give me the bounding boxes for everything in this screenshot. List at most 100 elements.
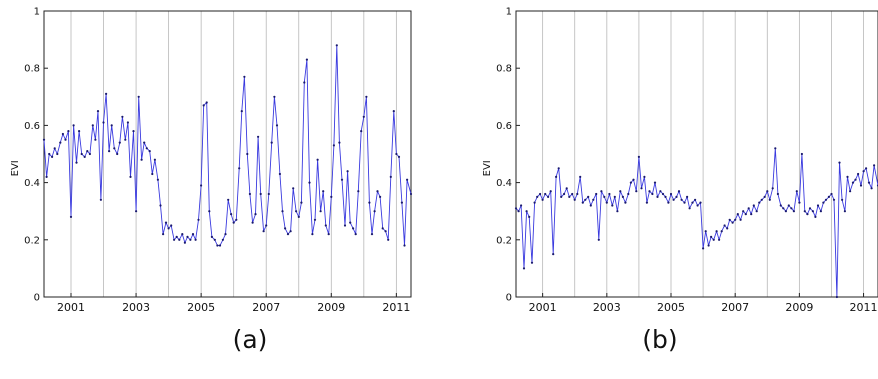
- data-point: [208, 210, 211, 213]
- data-point: [811, 210, 815, 213]
- data-point: [53, 147, 56, 150]
- data-point: [313, 218, 317, 221]
- data-point: [175, 235, 178, 238]
- data-point: [381, 227, 384, 230]
- y-tick-label: 0: [506, 293, 512, 304]
- data-point: [403, 244, 406, 247]
- data-point: [766, 190, 769, 193]
- data-point: [262, 230, 265, 233]
- data-point: [354, 233, 357, 236]
- data-point: [720, 230, 723, 233]
- data-point: [267, 192, 270, 196]
- data-point: [292, 187, 295, 190]
- data-point: [360, 130, 363, 133]
- data-point: [105, 92, 108, 95]
- x-tick-label: 2009: [785, 301, 813, 314]
- data-point: [311, 233, 314, 236]
- data-point: [841, 198, 844, 201]
- data-point: [595, 192, 598, 196]
- data-point: [750, 213, 753, 216]
- data-point: [629, 181, 633, 184]
- data-point: [145, 147, 148, 150]
- data-point: [536, 195, 539, 198]
- data-point: [235, 218, 238, 221]
- data-point: [108, 150, 111, 153]
- data-point: [173, 238, 176, 241]
- data-point: [835, 295, 839, 299]
- data-point: [86, 150, 89, 153]
- data-point: [808, 207, 812, 210]
- data-point: [72, 124, 75, 127]
- data-point: [568, 195, 571, 198]
- data-point: [645, 201, 649, 204]
- data-point: [653, 181, 657, 184]
- data-point: [677, 190, 681, 193]
- data-point: [627, 192, 630, 196]
- data-point: [533, 201, 536, 204]
- data-point: [162, 233, 165, 236]
- data-point: [651, 192, 654, 196]
- y-tick-label: 0.8: [24, 64, 40, 75]
- data-point: [592, 198, 595, 201]
- data-point: [846, 175, 849, 178]
- data-point: [790, 207, 793, 210]
- data-point: [67, 130, 70, 133]
- data-point: [181, 233, 184, 236]
- data-point: [576, 192, 579, 196]
- data-point: [200, 184, 203, 187]
- series-line: [515, 147, 878, 298]
- data-point: [409, 192, 413, 196]
- y-tick-label: 1: [34, 7, 40, 18]
- data-point: [539, 192, 542, 196]
- data-point: [560, 195, 563, 198]
- data-point: [395, 152, 398, 156]
- data-point: [547, 195, 550, 198]
- data-point: [857, 172, 860, 176]
- x-tick-label: 2003: [122, 301, 150, 314]
- data-point: [792, 210, 796, 213]
- data-point: [275, 124, 279, 127]
- data-point: [768, 198, 771, 201]
- data-point: [159, 204, 162, 207]
- data-point: [728, 218, 731, 221]
- data-point: [613, 195, 616, 198]
- data-point: [843, 210, 847, 213]
- data-point: [75, 161, 78, 164]
- plot-frame: [43, 10, 412, 298]
- data-point: [389, 175, 392, 178]
- data-point: [387, 238, 390, 241]
- data-point: [164, 221, 168, 224]
- data-point: [691, 201, 694, 204]
- data-point: [565, 187, 568, 190]
- data-point: [600, 190, 603, 193]
- data-point: [742, 210, 745, 213]
- x-tick-label: 2011: [382, 301, 410, 314]
- data-point: [763, 195, 766, 198]
- data-point: [787, 204, 790, 207]
- data-point: [557, 167, 560, 170]
- data-point: [664, 195, 667, 198]
- data-point: [814, 215, 817, 218]
- data-point: [648, 190, 651, 193]
- data-point: [589, 204, 592, 207]
- data-point: [758, 201, 761, 204]
- data-point: [227, 198, 230, 201]
- data-point: [240, 110, 243, 113]
- data-point: [132, 130, 135, 133]
- data-point: [832, 198, 836, 201]
- data-point: [346, 170, 349, 173]
- data-point: [525, 210, 528, 213]
- data-point: [194, 238, 197, 241]
- data-point: [587, 195, 590, 198]
- data-point: [760, 198, 763, 201]
- data-point: [257, 135, 260, 138]
- data-point: [669, 192, 673, 196]
- data-point: [205, 101, 208, 104]
- data-point: [99, 198, 102, 201]
- data-point: [838, 161, 841, 164]
- chart-panel-b: 0 0.2 0.4 0.6 0.8 1 2001 2003 2005 2007 2009 2011 EV…: [482, 7, 878, 314]
- data-point: [143, 141, 146, 144]
- data-point: [248, 192, 251, 196]
- data-point: [80, 152, 83, 156]
- data-point: [137, 95, 140, 98]
